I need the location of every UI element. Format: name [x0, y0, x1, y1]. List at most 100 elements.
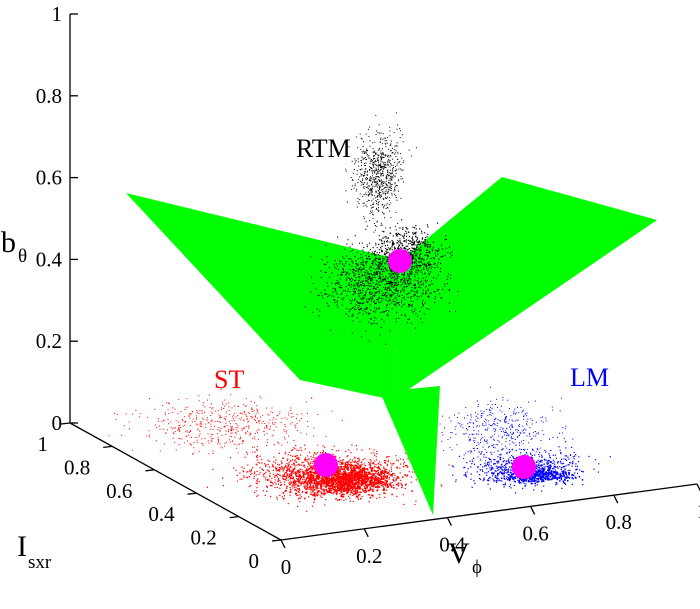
data-point [582, 470, 584, 473]
data-point [316, 481, 318, 483]
data-point [535, 421, 537, 423]
data-point [370, 158, 372, 160]
data-point [358, 486, 360, 488]
data-point [494, 423, 496, 425]
data-point [405, 465, 407, 467]
data-point [505, 441, 507, 443]
data-point [565, 458, 567, 460]
data-point [147, 416, 149, 418]
data-point [385, 194, 386, 196]
data-point [321, 493, 323, 495]
data-point [508, 419, 510, 421]
data-point [270, 411, 272, 413]
data-point [368, 166, 370, 168]
data-point [517, 412, 519, 414]
data-point [389, 187, 391, 189]
data-point [490, 461, 492, 463]
data-point [487, 471, 489, 473]
data-point [261, 462, 263, 464]
data-point [509, 450, 511, 452]
data-point [292, 449, 294, 451]
data-point [530, 482, 533, 485]
data-point [298, 489, 300, 491]
data-point [292, 415, 294, 417]
data-point [289, 484, 291, 486]
data-point [304, 466, 306, 468]
data-point [385, 456, 387, 458]
data-point [295, 475, 298, 477]
data-point [540, 440, 542, 441]
data-point [243, 428, 245, 430]
data-point [390, 143, 392, 145]
data-point [325, 488, 327, 491]
data-point [353, 465, 355, 467]
data-point [390, 144, 392, 146]
data-point [307, 426, 309, 427]
data-point [283, 478, 285, 480]
data-point [448, 417, 450, 419]
data-point [310, 491, 312, 493]
axis-tick-labels: 00 00.20.20.20.40.40.40.60.60.60.80.80.81… [36, 2, 700, 579]
data-point [492, 445, 494, 447]
data-point [246, 418, 248, 420]
data-point [175, 427, 176, 429]
data-point [473, 457, 475, 460]
data-point [306, 510, 308, 512]
data-point [306, 471, 308, 474]
data-point [342, 483, 345, 486]
data-point [481, 451, 483, 452]
data-point [347, 489, 349, 492]
data-point [381, 471, 383, 473]
data-point [529, 452, 531, 454]
data-point [531, 438, 533, 439]
data-point [376, 183, 378, 185]
data-point [372, 472, 374, 475]
data-point [539, 477, 542, 479]
data-point [389, 130, 391, 132]
data-point [397, 223, 399, 224]
data-point [343, 500, 345, 502]
data-point [306, 485, 308, 487]
data-point [209, 428, 211, 430]
data-point [337, 480, 339, 483]
data-point [190, 413, 192, 415]
data-point [292, 477, 294, 479]
data-point [256, 459, 258, 461]
data-point [336, 472, 339, 474]
data-point [401, 486, 403, 489]
data-point [522, 410, 524, 412]
data-point [308, 468, 311, 470]
data-point [382, 170, 384, 172]
data-point [497, 456, 499, 458]
data-point [355, 160, 357, 161]
data-point [465, 407, 467, 409]
data-point [377, 209, 379, 211]
data-point [345, 487, 347, 489]
data-point [373, 469, 376, 472]
data-point [286, 485, 288, 488]
data-point [506, 452, 508, 453]
data-point [359, 133, 361, 135]
data-point [294, 459, 296, 461]
data-point [378, 474, 380, 476]
data-point [449, 447, 451, 449]
data-point [310, 456, 312, 458]
data-point [350, 491, 352, 493]
data-point [365, 158, 367, 160]
data-point [342, 479, 345, 481]
data-point [173, 432, 175, 434]
data-point [313, 462, 315, 464]
data-point [558, 474, 560, 476]
data-point [359, 180, 361, 182]
data-point [374, 169, 376, 171]
data-point [394, 474, 396, 476]
data-point [345, 190, 347, 192]
data-point [245, 398, 247, 400]
data-point [375, 160, 377, 162]
data-point [283, 468, 285, 470]
data-point [260, 397, 262, 399]
data-point [386, 206, 388, 208]
data-point [323, 485, 325, 487]
data-point [384, 204, 386, 206]
data-point [384, 163, 386, 165]
